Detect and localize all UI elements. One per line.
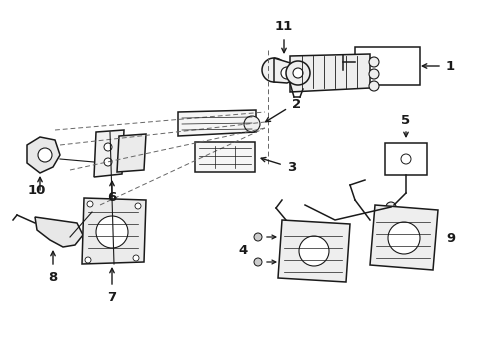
Text: 4: 4 — [239, 244, 248, 257]
Circle shape — [135, 203, 141, 209]
Circle shape — [254, 258, 262, 266]
Text: 9: 9 — [446, 231, 455, 244]
Circle shape — [293, 68, 303, 78]
Polygon shape — [117, 134, 146, 172]
Bar — [385, 143, 427, 175]
Circle shape — [104, 143, 112, 151]
Circle shape — [359, 62, 367, 70]
Bar — [195, 142, 255, 172]
Circle shape — [87, 201, 93, 207]
Text: 8: 8 — [49, 271, 58, 284]
Text: 7: 7 — [107, 291, 117, 304]
Circle shape — [96, 216, 128, 248]
Circle shape — [38, 148, 52, 162]
Text: 3: 3 — [287, 161, 296, 174]
Polygon shape — [27, 137, 60, 173]
Circle shape — [286, 61, 310, 85]
Text: 2: 2 — [292, 98, 301, 111]
Polygon shape — [82, 198, 146, 264]
Bar — [355, 47, 420, 85]
Circle shape — [281, 67, 293, 79]
Text: 1: 1 — [446, 59, 455, 72]
Circle shape — [369, 69, 379, 79]
Polygon shape — [94, 130, 124, 177]
Text: 6: 6 — [107, 191, 117, 204]
Circle shape — [85, 257, 91, 263]
Circle shape — [369, 57, 379, 67]
Circle shape — [133, 255, 139, 261]
Circle shape — [254, 233, 262, 241]
Polygon shape — [274, 58, 300, 83]
Circle shape — [104, 158, 112, 166]
Circle shape — [369, 81, 379, 91]
Polygon shape — [278, 220, 350, 282]
Polygon shape — [370, 205, 438, 270]
Polygon shape — [290, 54, 370, 92]
Circle shape — [299, 236, 329, 266]
Circle shape — [388, 222, 420, 254]
Text: 11: 11 — [275, 20, 293, 33]
Circle shape — [244, 116, 260, 132]
Text: 5: 5 — [401, 114, 411, 127]
Circle shape — [262, 58, 286, 82]
Text: 10: 10 — [28, 184, 46, 197]
Circle shape — [386, 202, 396, 212]
Polygon shape — [35, 217, 83, 247]
Polygon shape — [178, 110, 256, 136]
